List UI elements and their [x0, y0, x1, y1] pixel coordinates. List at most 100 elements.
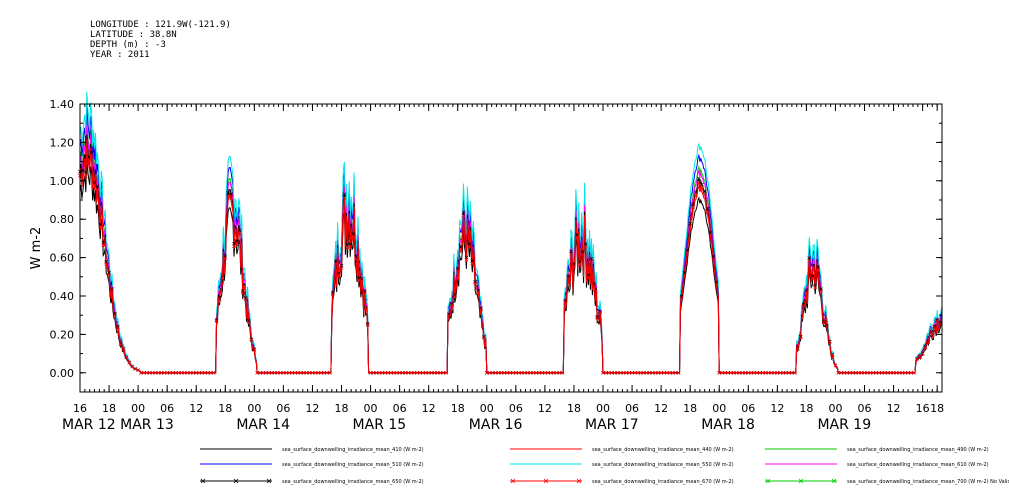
legend-label: sea_surface_downwelling_irradiance_mean_…: [282, 479, 424, 485]
series-marker-7: [482, 335, 486, 340]
x-date-label: MAR 17: [585, 417, 639, 433]
x-tick-label: 12: [887, 402, 901, 415]
series-marker-6: [702, 189, 707, 193]
series-marker-7: [220, 280, 225, 285]
series-marker-7: [391, 370, 396, 375]
series-marker-7: [534, 370, 539, 375]
series-marker-7: [508, 370, 512, 375]
series-marker-7: [232, 244, 236, 249]
series-marker-7: [589, 259, 594, 263]
series-marker-7: [784, 370, 788, 375]
series-marker-7: [612, 370, 617, 375]
series-marker-7: [191, 370, 196, 375]
series-marker-7: [851, 370, 855, 375]
x-tick-label: 06: [393, 402, 407, 415]
series-marker-7: [333, 261, 338, 266]
series-marker-7: [545, 370, 550, 375]
series-marker-6: [482, 334, 486, 339]
series-marker-7: [880, 370, 884, 375]
series-marker-7: [787, 370, 791, 375]
series-marker-7: [142, 370, 146, 375]
series-marker-6: [243, 296, 248, 300]
series-marker-7: [627, 370, 632, 375]
x-date-label: MAR 15: [353, 417, 407, 433]
series-marker-6: [595, 314, 600, 319]
header-longitude: LONGITUDE : 121.9W(-121.9): [90, 20, 231, 30]
series-marker-7: [269, 370, 274, 375]
series-marker-7: [357, 277, 361, 282]
series-marker-6: [691, 202, 695, 206]
series-marker-6: [824, 323, 829, 328]
y-tick-label: 0.00: [50, 367, 75, 380]
series-marker-7: [205, 370, 210, 375]
series-marker-7: [792, 370, 797, 375]
x-tick-label: 00: [247, 402, 261, 415]
series-marker-7: [505, 370, 509, 375]
series-marker-7: [249, 338, 254, 342]
series-marker-7: [763, 370, 768, 375]
series-marker-7: [371, 370, 376, 375]
series-marker-7: [749, 370, 754, 375]
series-marker-6: [83, 170, 88, 175]
series-marker-7: [258, 370, 262, 375]
series-marker-7: [290, 370, 294, 375]
x-tick-label: 06: [509, 402, 523, 415]
legend-label: sea_surface_downwelling_irradiance_mean_…: [592, 479, 734, 485]
x-date-label: MAR 14: [236, 417, 290, 433]
x-tick-label: 18: [567, 402, 581, 415]
series-marker-7: [400, 370, 405, 375]
series-marker-7: [653, 370, 658, 375]
series-marker-7: [862, 370, 867, 375]
series-marker-7: [490, 370, 495, 375]
series-marker-6: [217, 295, 222, 300]
series-marker-7: [368, 370, 373, 375]
series-marker-7: [798, 335, 803, 340]
series-marker-7: [775, 370, 780, 375]
series-marker-7: [644, 370, 649, 375]
series-marker-7: [816, 267, 820, 272]
x-tick-label: 06: [160, 402, 174, 415]
series-marker-7: [267, 370, 271, 375]
series-marker-7: [214, 319, 219, 323]
series-marker-7: [601, 370, 605, 375]
series-marker-6: [598, 309, 602, 314]
series-marker-7: [264, 370, 268, 375]
series-marker-6: [697, 176, 701, 181]
series-marker-7: [731, 370, 736, 375]
series-marker-7: [458, 247, 463, 252]
series-marker-7: [412, 370, 416, 375]
series-marker-7: [883, 370, 887, 375]
series-marker-6: [229, 192, 233, 197]
series-marker-6: [115, 324, 120, 329]
series-marker-7: [484, 370, 489, 375]
series-marker-7: [560, 370, 565, 375]
series-marker-7: [217, 297, 222, 301]
x-tick-label: 06: [858, 402, 872, 415]
series-marker-7: [328, 370, 332, 375]
x-tick-label: 12: [189, 402, 203, 415]
series-marker-7: [659, 370, 663, 375]
series-marker-7: [554, 370, 559, 375]
series-marker-7: [760, 370, 765, 375]
legend-label: sea_surface_downwelling_irradiance_mean_…: [847, 447, 989, 453]
series-marker-6: [246, 318, 251, 323]
series-marker-6: [89, 150, 94, 155]
series-marker-7: [519, 370, 524, 375]
series-marker-6: [226, 191, 231, 195]
series-marker-7: [159, 370, 164, 375]
series-marker-7: [665, 370, 669, 375]
series-marker-7: [296, 370, 300, 375]
series-marker-7: [891, 370, 896, 375]
series-marker-7: [685, 250, 690, 255]
series-marker-7: [464, 257, 469, 262]
series-marker-7: [772, 370, 777, 375]
series-marker-7: [418, 370, 422, 375]
series-marker-7: [447, 313, 451, 318]
series-marker-7: [819, 289, 823, 293]
series-marker-7: [293, 370, 297, 375]
series-marker-7: [633, 370, 637, 375]
series-marker-7: [394, 370, 399, 375]
series-marker-7: [621, 370, 626, 375]
